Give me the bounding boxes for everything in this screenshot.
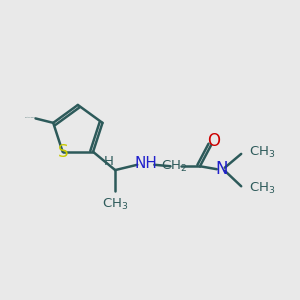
Text: CH$_3$: CH$_3$ xyxy=(249,145,275,160)
Text: O: O xyxy=(207,132,220,150)
Text: N: N xyxy=(215,160,227,178)
Text: CH$_2$: CH$_2$ xyxy=(161,159,187,174)
Text: CH$_3$: CH$_3$ xyxy=(249,181,275,196)
Text: CH$_3$: CH$_3$ xyxy=(102,196,128,212)
Text: S: S xyxy=(57,143,68,161)
Text: NH: NH xyxy=(135,156,158,171)
Text: H: H xyxy=(104,155,114,168)
Text: methyl implied: methyl implied xyxy=(25,117,35,118)
